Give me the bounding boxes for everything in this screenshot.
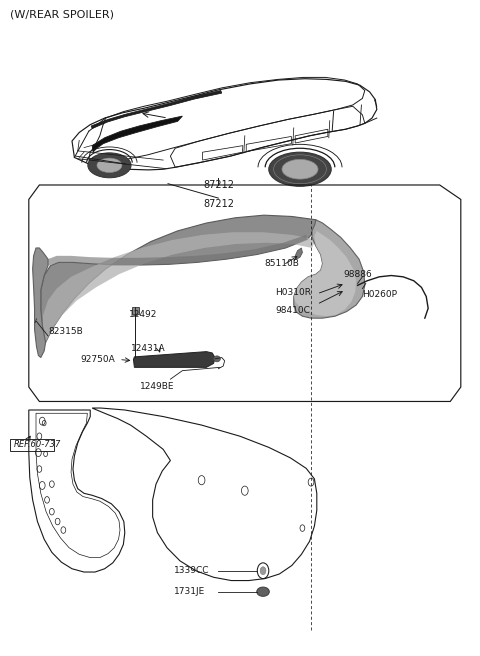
Text: 98410C: 98410C	[275, 306, 310, 315]
Text: REF.60-737: REF.60-737	[13, 440, 61, 449]
Polygon shape	[33, 248, 48, 358]
Polygon shape	[42, 232, 316, 342]
Ellipse shape	[214, 356, 220, 362]
Polygon shape	[294, 220, 365, 318]
Ellipse shape	[269, 152, 331, 186]
Text: 12431A: 12431A	[131, 344, 165, 354]
Polygon shape	[92, 116, 182, 152]
Text: 12492: 12492	[129, 310, 157, 319]
Text: H0260P: H0260P	[362, 290, 397, 299]
Text: 98886: 98886	[343, 270, 372, 279]
Text: 82315B: 82315B	[48, 327, 83, 336]
Polygon shape	[48, 235, 307, 266]
Ellipse shape	[282, 159, 318, 179]
Polygon shape	[295, 248, 302, 259]
Text: 1339CC: 1339CC	[174, 566, 209, 575]
Text: 1249BE: 1249BE	[140, 382, 175, 391]
Ellipse shape	[97, 158, 122, 173]
Polygon shape	[91, 91, 222, 129]
Ellipse shape	[88, 153, 131, 178]
Circle shape	[260, 567, 266, 575]
Text: 92750A: 92750A	[81, 355, 115, 364]
Polygon shape	[294, 231, 356, 316]
Text: 85110B: 85110B	[264, 258, 299, 268]
Text: H0310R: H0310R	[275, 287, 311, 297]
Polygon shape	[41, 215, 316, 342]
Text: 87212: 87212	[203, 199, 234, 209]
Ellipse shape	[257, 587, 269, 596]
Text: 1731JE: 1731JE	[174, 587, 205, 596]
FancyBboxPatch shape	[132, 307, 139, 314]
Polygon shape	[133, 352, 215, 367]
Text: 87212: 87212	[203, 180, 234, 190]
Text: (W/REAR SPOILER): (W/REAR SPOILER)	[10, 10, 114, 20]
